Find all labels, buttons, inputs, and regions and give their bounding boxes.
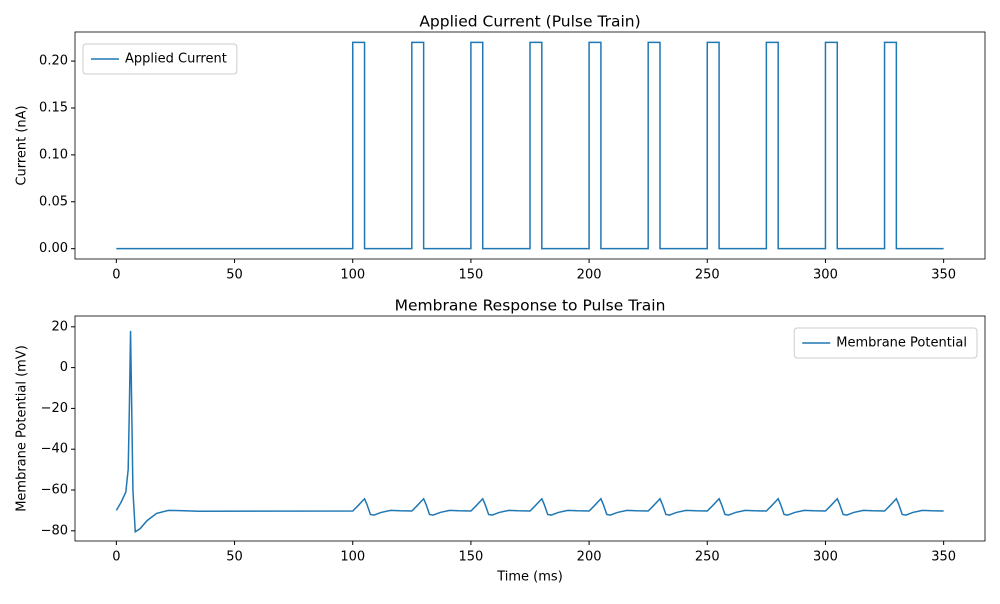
y-tick-label: 0.00: [39, 241, 68, 256]
legend-frame: [82, 43, 238, 75]
y-tick-label: −40: [41, 442, 68, 457]
y-axis-label: Membrane Potential (mV): [15, 345, 30, 512]
chart-title: Membrane Response to Pulse Train: [395, 297, 666, 315]
legend-frame: [793, 327, 978, 359]
data-line: [116, 41, 944, 250]
x-tick-label: 100: [340, 268, 365, 283]
y-axis-label: Current (nA): [15, 105, 30, 185]
y-tick-label: 0.05: [39, 194, 68, 209]
y-tick-label: −20: [41, 401, 68, 416]
x-tick-label: 300: [813, 268, 838, 283]
data-line: [115, 330, 944, 534]
y-tick-label: 0.10: [39, 147, 68, 162]
x-axis-label: Time (ms): [496, 570, 563, 585]
x-tick-label: 0: [112, 550, 120, 565]
x-tick-label: 50: [226, 268, 243, 283]
y-tick-label: −80: [41, 523, 68, 538]
x-tick-label: 350: [931, 268, 956, 283]
x-tick-label: 200: [577, 268, 602, 283]
x-tick-label: 250: [695, 268, 720, 283]
chart-title: Applied Current (Pulse Train): [419, 13, 640, 31]
x-tick-label: 250: [695, 550, 720, 565]
y-tick-label: 0.15: [39, 100, 68, 115]
x-tick-label: 350: [931, 550, 956, 565]
axes-frame: [74, 31, 986, 260]
x-tick-label: 150: [458, 268, 483, 283]
x-tick-label: 300: [813, 550, 838, 565]
legend-label: Membrane Potential: [836, 336, 967, 351]
y-tick-label: 0.20: [39, 54, 68, 69]
y-tick-label: −60: [41, 483, 68, 498]
x-tick-label: 0: [112, 268, 120, 283]
x-tick-label: 150: [458, 550, 483, 565]
legend: Membrane Potential: [793, 327, 978, 359]
y-tick-label: 0: [60, 360, 68, 375]
legend-label: Applied Current: [125, 52, 227, 67]
legend: Applied Current: [82, 43, 238, 75]
axes-frame: [74, 315, 986, 542]
y-tick-label: 20: [51, 319, 68, 334]
x-tick-label: 50: [226, 550, 243, 565]
x-tick-label: 100: [340, 550, 365, 565]
x-tick-label: 200: [577, 550, 602, 565]
